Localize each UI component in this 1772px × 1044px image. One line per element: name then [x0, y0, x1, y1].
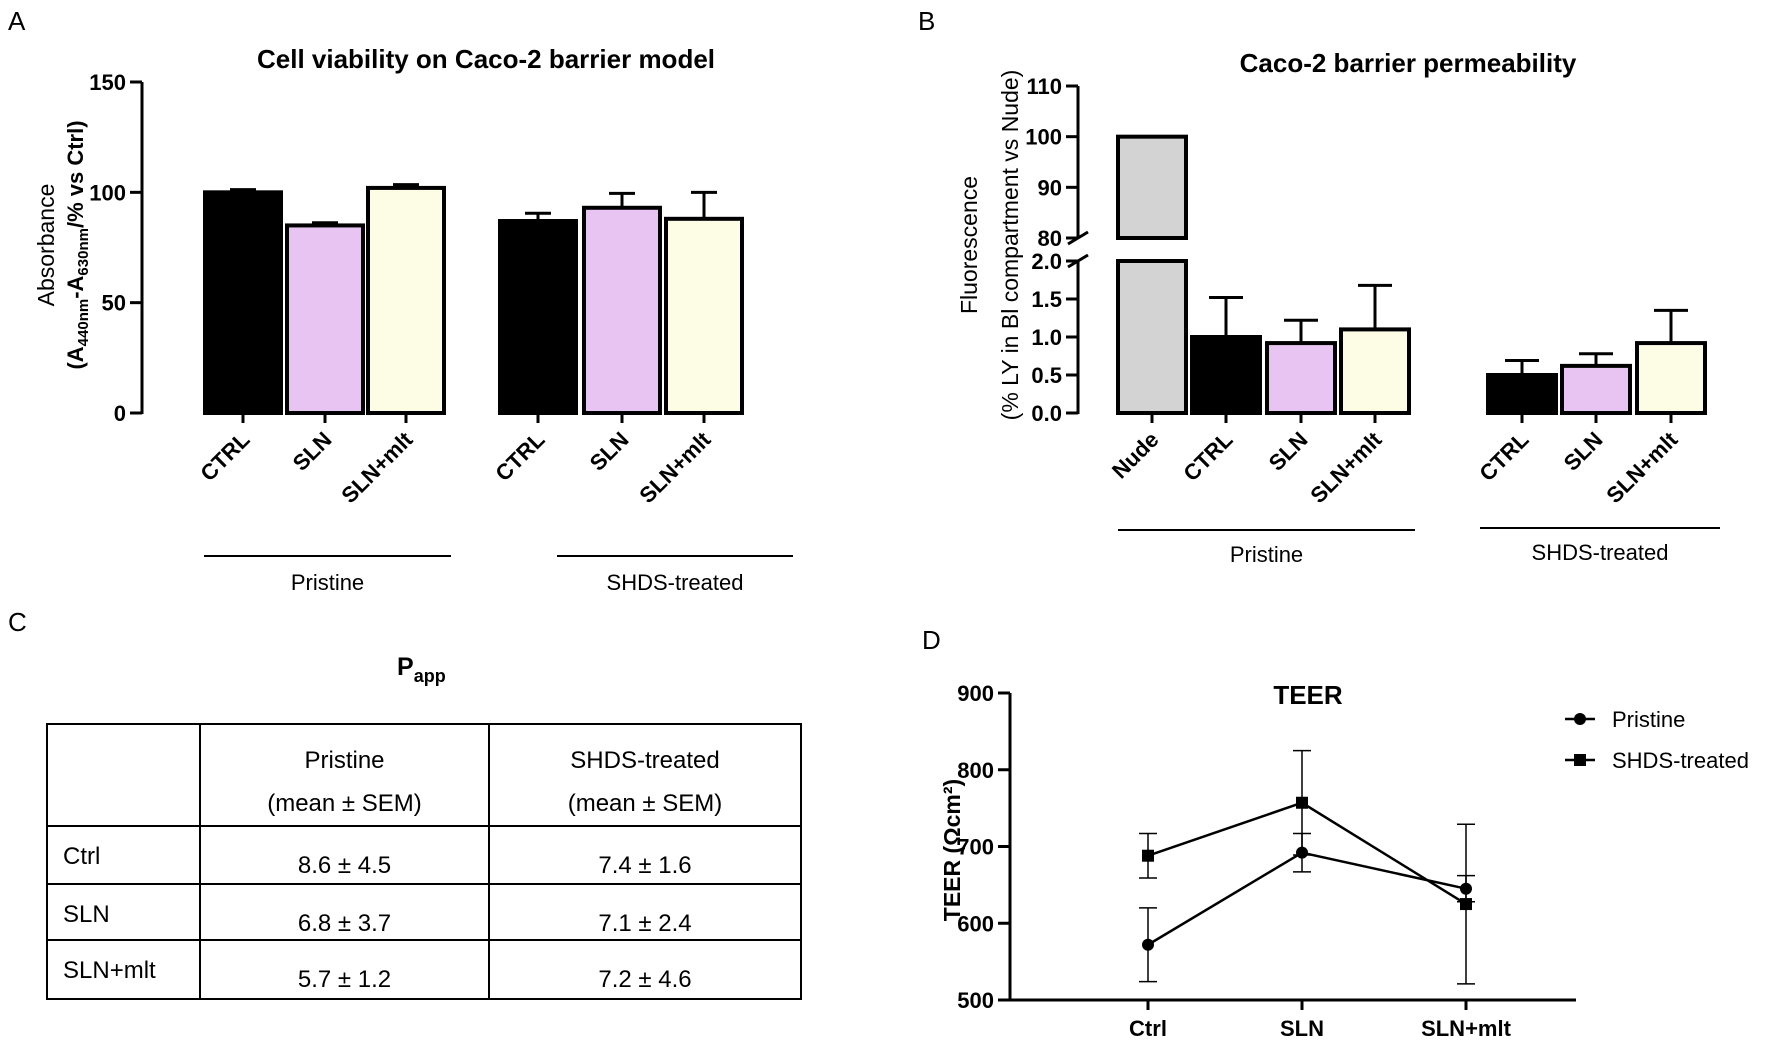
panel-label-d: D [922, 625, 941, 655]
table-c-cell-1-1: 6.8 ± 3.7 [298, 910, 391, 937]
table-c-cell-0-2: 7.4 ± 1.6 [598, 852, 691, 879]
table-c-title: Papp [397, 653, 446, 686]
chart-b-xtick-label-1: CTRL [1178, 427, 1237, 486]
chart-d-title: TEER [1273, 680, 1343, 710]
chart-b-ytick-lower-label-0: 0.0 [1031, 401, 1062, 426]
chart-a-title: Cell viability on Caco-2 barrier model [257, 44, 715, 74]
chart-a-xtick-label-5: SLN+mlt [634, 426, 716, 508]
chart-b-xtick-label-6: SLN+mlt [1601, 426, 1683, 508]
chart-b-bar-0-upper [1116, 134, 1188, 241]
chart-d-ytick-label-0: 500 [957, 988, 994, 1013]
chart-b-title: Caco-2 barrier permeability [1240, 48, 1577, 78]
chart-d-point-1-1 [1296, 796, 1308, 809]
chart-b-bar-1 [1190, 335, 1262, 415]
panel-label-c: C [8, 607, 27, 637]
chart-a-group-label-1: SHDS-treated [607, 570, 744, 595]
chart-b-bar-4 [1486, 373, 1558, 415]
chart-a-ylabel-2: (A440nm-A630nm/% vs Ctrl) [63, 120, 92, 369]
chart-b-xtick-label-5: SLN [1559, 427, 1608, 476]
chart-d-point-0-0 [1142, 938, 1154, 951]
chart-b-bar-3 [1339, 327, 1411, 415]
chart-b-xtick-label-3: SLN+mlt [1305, 426, 1387, 508]
chart-b-ylabel-1: Fluorescence [956, 176, 982, 314]
table-c-cell-2-1: 5.7 ± 1.2 [298, 966, 391, 993]
chart-a-bar-5 [664, 216, 744, 415]
chart-a-xtick-label-1: SLN [288, 427, 337, 476]
chart-d-ytick-label-3: 800 [957, 758, 994, 783]
chart-a-bar-4 [582, 205, 662, 415]
table-c-header-1: Pristine [304, 747, 384, 774]
table-c-cell-1-2: 7.1 ± 2.4 [598, 910, 691, 937]
chart-b-ytick-lower-label-4: 2.0 [1031, 249, 1062, 274]
table-c-row-label-1: SLN [63, 901, 110, 928]
chart-d-ytick-label-1: 600 [957, 911, 994, 936]
chart-d-legend-marker-0 [1574, 713, 1586, 725]
chart-b-bar-0-gap [1114, 240, 1190, 259]
chart-b-ytick-lower-label-3: 1.5 [1031, 287, 1062, 312]
chart-b-ytick-lower-label-1: 0.5 [1031, 363, 1062, 388]
chart-a: Cell viability on Caco-2 barrier model A… [33, 44, 793, 595]
chart-a-group-label-0: Pristine [291, 570, 364, 595]
chart-b-ytick-upper-label-1: 90 [1038, 175, 1062, 200]
chart-a-bar-0 [203, 190, 283, 415]
chart-a-xtick-label-0: CTRL [195, 427, 254, 486]
chart-d-point-1-0 [1142, 849, 1154, 862]
chart-a-xtick-label-4: SLN [585, 427, 634, 476]
chart-b-xtick-label-0: Nude [1107, 427, 1164, 484]
chart-d-ylabel: TEER (Ωcm²) [939, 779, 965, 921]
chart-b-bar-6 [1635, 341, 1707, 415]
chart-a-bar-3 [498, 219, 578, 415]
chart-d-xtick-label-1: SLN [1280, 1016, 1324, 1041]
chart-d-ytick-label-4: 900 [957, 681, 994, 706]
chart-d-xtick-label-0: Ctrl [1129, 1016, 1167, 1041]
chart-a-ytick-label-3: 150 [89, 70, 126, 95]
chart-b-ytick-upper-label-2: 100 [1025, 125, 1062, 150]
chart-a-xtick-label-3: CTRL [490, 427, 549, 486]
chart-d: TEER TEER (Ωcm²) 500 600 700 800 900 Ctrl SLN S… [939, 680, 1749, 1041]
chart-d-point-1-2 [1460, 898, 1472, 911]
chart-a-xtick-label-2: SLN+mlt [336, 426, 418, 508]
chart-b-ytick-upper-label-0: 80 [1038, 226, 1062, 251]
table-c-border [46, 723, 802, 1000]
chart-a-ytick-label-0: 0 [114, 401, 126, 426]
chart-b-ytick-upper-label-3: 110 [1027, 74, 1063, 99]
chart-b-bar-2 [1265, 341, 1337, 415]
chart-d-ytick-label-2: 700 [957, 835, 994, 860]
chart-a-ytick-label-1: 50 [102, 291, 126, 316]
chart-a-bar-2 [366, 185, 446, 415]
table-c-header-sub-2: (mean ± SEM) [568, 790, 723, 817]
chart-d-legend-label-0: Pristine [1612, 707, 1685, 732]
chart-b-bar-5 [1560, 363, 1632, 416]
chart-b-ylabel-2: (% LY in Bl compartment vs Nude) [997, 70, 1023, 421]
table-c-row-label-0: Ctrl [63, 843, 100, 870]
panel-label-b: B [918, 6, 935, 36]
chart-b-xtick-label-2: SLN [1264, 427, 1313, 476]
table-c-header-sub-1: (mean ± SEM) [267, 790, 422, 817]
chart-b-bar-0 [1116, 259, 1188, 415]
chart-a-ytick-label-2: 100 [89, 180, 126, 205]
table-c: Papp Pristine (mean ± SEM) SHDS-treated (me… [46, 653, 802, 1000]
chart-d-legend-marker-1 [1574, 754, 1586, 766]
panel-label-a: A [8, 6, 26, 36]
chart-d-xtick-label-2: SLN+mlt [1421, 1016, 1512, 1041]
chart-b-group-label-1: SHDS-treated [1532, 540, 1669, 565]
table-c-header-2: SHDS-treated [570, 747, 719, 774]
table-c-cell-0-1: 8.6 ± 4.5 [298, 852, 391, 879]
chart-a-ylabel-1: Absorbance [33, 184, 59, 307]
chart-b-group-label-0: Pristine [1230, 542, 1303, 567]
chart-b-ytick-lower-label-2: 1.0 [1031, 325, 1062, 350]
chart-d-line-0 [1147, 851, 1467, 946]
chart-b: Caco-2 barrier permeability Fluorescence… [956, 48, 1720, 567]
table-c-row-label-2: SLN+mlt [63, 957, 156, 984]
chart-a-bar-1 [285, 223, 365, 415]
chart-b-xtick-label-4: CTRL [1474, 427, 1533, 486]
chart-d-legend-label-1: SHDS-treated [1612, 748, 1749, 773]
table-c-cell-2-2: 7.2 ± 4.6 [598, 966, 691, 993]
